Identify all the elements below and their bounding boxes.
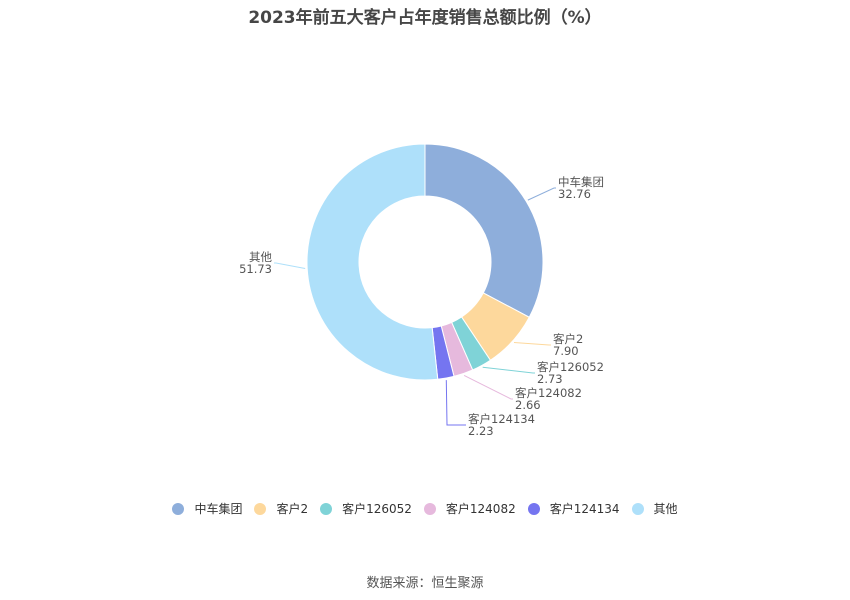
slice-0[interactable]	[424, 143, 544, 318]
slice-label-name-0: 中车集团	[558, 175, 604, 189]
leader-line-0	[527, 187, 556, 201]
legend-item-5[interactable]: 其他	[631, 500, 678, 517]
legend-item-0[interactable]: 中车集团	[172, 500, 242, 517]
legend-label: 客户124082	[445, 502, 516, 516]
legend-swatch	[254, 502, 267, 515]
legend-label: 客户124134	[549, 502, 620, 516]
slice-label-name-2: 客户126052	[537, 360, 604, 374]
legend-swatch	[320, 502, 333, 515]
legend-swatch	[527, 502, 540, 515]
slice-label-value-4: 2.23	[468, 424, 494, 438]
leader-line-2	[482, 366, 535, 374]
legend-swatch	[631, 502, 644, 515]
slice-5[interactable]	[306, 143, 439, 381]
slice-label-name-3: 客户124082	[515, 386, 582, 400]
data-source: 数据来源：恒生聚源	[366, 576, 484, 591]
leader-line-5	[274, 262, 306, 269]
slice-label-name-4: 客户124134	[468, 412, 535, 426]
slice-label-value-3: 2.66	[515, 398, 541, 412]
legend-label: 其他	[653, 502, 678, 516]
leader-line-1	[513, 342, 551, 346]
legend-item-1[interactable]: 客户2	[254, 500, 308, 517]
slice-label-name-1: 客户2	[553, 332, 583, 346]
slice-label-value-0: 32.76	[558, 187, 591, 201]
leader-line-3	[463, 374, 513, 400]
legend-item-3[interactable]: 客户124082	[423, 500, 516, 517]
slice-label-value-2: 2.73	[537, 372, 563, 386]
leader-line-4	[445, 380, 466, 426]
legend-label: 中车集团	[194, 502, 243, 516]
legend-item-4[interactable]: 客户124134	[527, 500, 620, 517]
legend: 中车集团 客户2 客户126052 客户124082 客户124134 其他	[0, 500, 850, 517]
legend-swatch	[423, 502, 436, 515]
legend-swatch	[172, 502, 185, 515]
slice-label-value-5: 51.73	[239, 262, 272, 276]
donut-slices	[306, 143, 544, 381]
legend-label: 客户2	[276, 502, 309, 516]
slice-label-name-5: 其他	[249, 250, 272, 264]
legend-label: 客户126052	[342, 502, 412, 516]
chart-title: 2023年前五大客户占年度销售总额比例（%）	[248, 8, 602, 28]
legend-item-2[interactable]: 客户126052	[320, 500, 412, 517]
slice-label-value-1: 7.90	[553, 344, 579, 358]
